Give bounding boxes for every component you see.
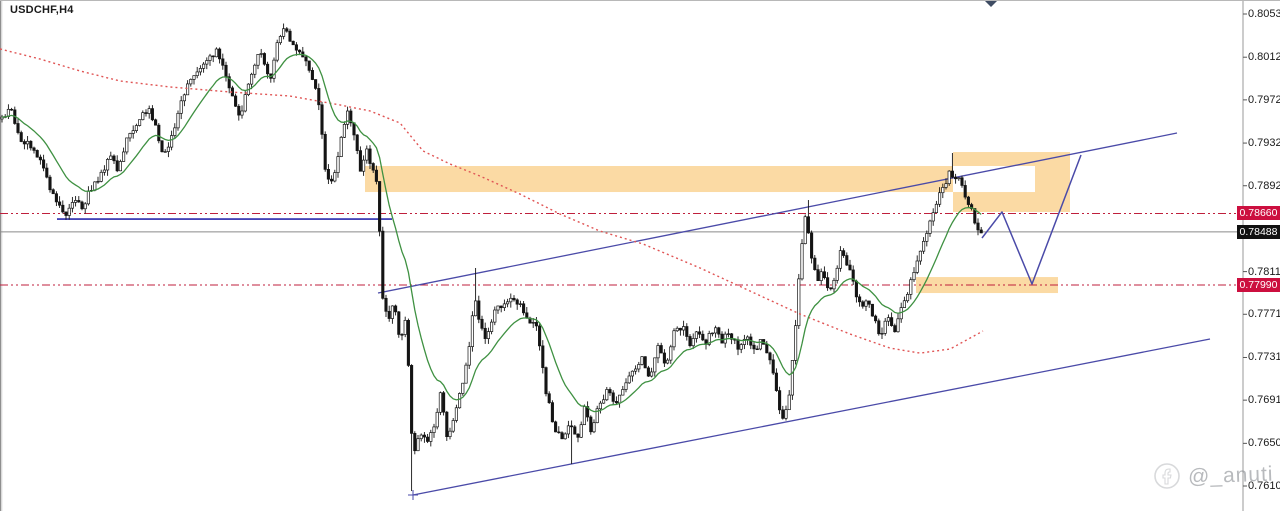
lower-channel-trendline[interactable] (412, 338, 1211, 496)
symbol-timeframe-label: USDCHF,H4 (10, 4, 74, 16)
forecast-zigzag[interactable] (981, 154, 1082, 285)
axis-price-label: 0.78920 (1248, 179, 1280, 192)
chart-top-marker[interactable] (985, 1, 997, 7)
current-price-badge: 0.78488 (1237, 224, 1280, 239)
candlesticks (0, 23, 983, 492)
window-left-border (0, 1, 4, 511)
axis-price-label: 0.79725 (1248, 93, 1280, 106)
axis-price-label: 0.80125 (1248, 51, 1280, 64)
axis-price-label: 0.78115 (1248, 265, 1280, 278)
trendline-anchor-cross[interactable] (408, 489, 418, 500)
fast-ma-line[interactable] (1, 53, 982, 413)
axis-price-label: 0.77715 (1248, 308, 1280, 321)
axis-price-label: 0.76910 (1248, 394, 1280, 407)
support-level-badge: 0.77990 (1237, 277, 1280, 292)
axis-price-label: 0.79320 (1248, 137, 1280, 150)
axis-price-label: 0.77310 (1248, 351, 1280, 364)
axis-price-label: 0.76105 (1248, 480, 1280, 492)
supply-zone-band[interactable] (365, 166, 1035, 193)
axis-price-label: 0.80530 (1248, 8, 1280, 20)
axis-price-label: 0.76505 (1248, 437, 1280, 450)
upper-channel-trendline[interactable] (377, 132, 1178, 294)
resistance-level-badge: 0.78660 (1237, 206, 1280, 221)
